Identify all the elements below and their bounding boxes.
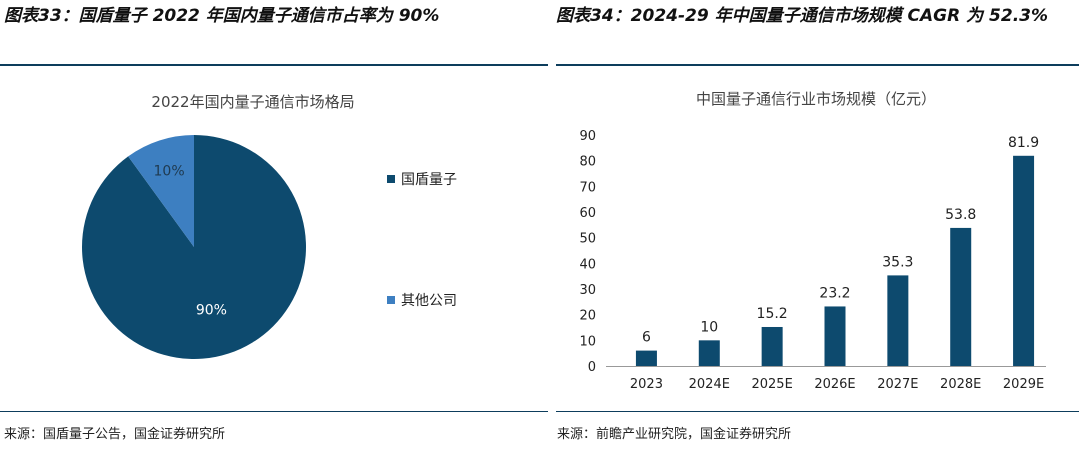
y-tick-label: 80: [579, 155, 596, 170]
x-tick-label: 2023: [630, 377, 663, 392]
left-top-rule: [0, 64, 548, 66]
bar-2026E: [824, 306, 846, 366]
bar-chart-title: 中国量子通信行业市场规模（亿元）: [696, 90, 936, 108]
bar-value-label: 10: [700, 319, 718, 335]
legend-swatch-2: [387, 296, 395, 304]
pie-slice-2: [128, 135, 194, 247]
right-bottom-rule: [556, 411, 1079, 412]
x-tick-label: 2027E: [877, 377, 918, 392]
bar-2028E: [950, 227, 972, 366]
bar-series: 6 10 15.2 23.2 35.3 53.8 81.9: [635, 135, 1039, 366]
pie-slice-2-label: 10%: [154, 163, 185, 179]
left-figure-title: 图表33：国盾量子 2022 年国内量子通信市占率为 90%: [4, 6, 440, 26]
right-top-rule: [556, 64, 1079, 66]
y-tick-label: 70: [579, 180, 596, 195]
x-tick-label: 2025E: [751, 377, 792, 392]
y-tick-label: 60: [579, 206, 596, 221]
y-tick-label: 30: [579, 283, 596, 298]
legend-swatch-1: [387, 175, 395, 183]
right-source-note: 来源：前瞻产业研究院，国金证券研究所: [557, 427, 792, 442]
bar-value-label: 35.3: [882, 254, 913, 270]
left-source-note: 来源：国盾量子公告，国金证券研究所: [4, 427, 226, 442]
bar-value-label: 53.8: [945, 207, 976, 223]
y-tick-label: 90: [579, 129, 596, 144]
legend-label-2: 其他公司: [401, 293, 457, 309]
x-tick-label: 2026E: [814, 377, 855, 392]
y-tick-label: 20: [579, 309, 596, 324]
bar-2024E: [698, 340, 720, 366]
y-tick-label: 50: [579, 232, 596, 247]
x-tick-label: 2028E: [940, 377, 981, 392]
bar-2023: [635, 350, 657, 366]
legend-label-1: 国盾量子: [401, 172, 457, 188]
x-tick-label: 2029E: [1003, 377, 1044, 392]
bar-2027E: [887, 275, 909, 366]
bar-value-label: 23.2: [819, 285, 850, 301]
bar-chart: 中国量子通信行业市场规模（亿元） 0 10 20 30 40 50 60 70 80 90 6 10…: [579, 90, 1046, 392]
y-tick-label: 40: [579, 257, 596, 272]
y-axis: 0 10 20 30 40 50 60 70 80 90: [579, 129, 596, 375]
bar-value-label: 81.9: [1008, 135, 1039, 151]
bar-value-label: 6: [642, 330, 651, 346]
pie-chart-title: 2022年国内量子通信市场格局: [151, 93, 354, 111]
y-tick-label: 10: [579, 334, 596, 349]
x-axis: 2023 2024E 2025E 2026E 2027E 2028E 2029E: [606, 366, 1046, 392]
bar-2025E: [761, 326, 783, 366]
bar-2029E: [1013, 155, 1035, 366]
y-tick-label: 0: [588, 360, 596, 375]
x-tick-label: 2024E: [689, 377, 730, 392]
left-bottom-rule: [0, 411, 548, 412]
bar-value-label: 15.2: [757, 306, 788, 322]
right-figure-title: 图表34：2024-29 年中国量子通信市场规模 CAGR 为 52.3%: [556, 6, 1049, 26]
pie-slice-1-label: 90%: [196, 303, 227, 319]
pie-slices: 90% 10%: [82, 135, 307, 359]
pie-slice-1: [82, 135, 307, 359]
